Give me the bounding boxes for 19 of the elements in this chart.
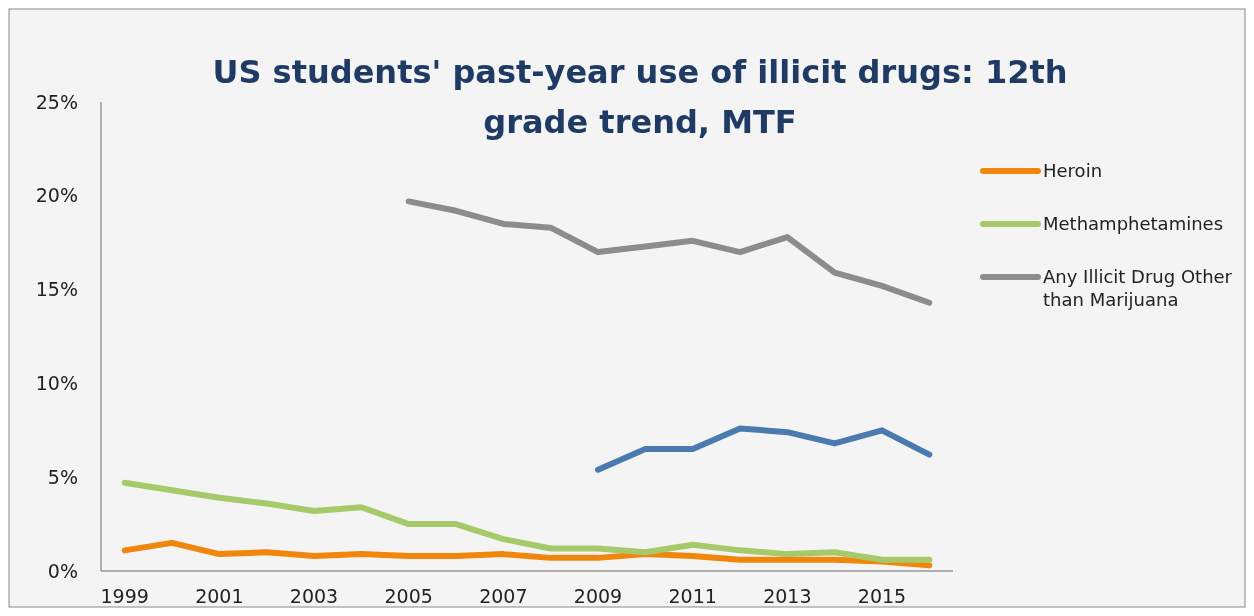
y-tick-label: 15% [35,278,78,301]
y-tick-label: 5% [47,465,78,488]
y-tick-label: 10% [35,372,78,395]
legend-label: Methamphetamines [1043,213,1224,235]
x-tick-label: 2005 [384,585,433,607]
x-tick-label: 2001 [195,585,244,607]
x-tick-label: 2003 [289,585,339,607]
y-tick-label: 0% [47,559,78,582]
y-tick-label: 20% [35,184,78,207]
legend-label: Any Illicit Drug Other than Marijuana [1043,266,1233,311]
y-tick-label: 25% [35,90,78,113]
chart-title: US students' past-year use of illicit drugs: 12th grade trend, MTF [212,53,1068,141]
x-tick-label: 2011 [668,585,717,607]
x-tick-label: 2013 [763,585,812,607]
x-tick-label: 2015 [857,585,907,607]
x-tick-label: 2007 [479,585,528,607]
legend-label: Heroin [1043,160,1103,182]
x-tick-label: 2009 [573,585,623,607]
x-tick-label: 1999 [100,585,149,607]
